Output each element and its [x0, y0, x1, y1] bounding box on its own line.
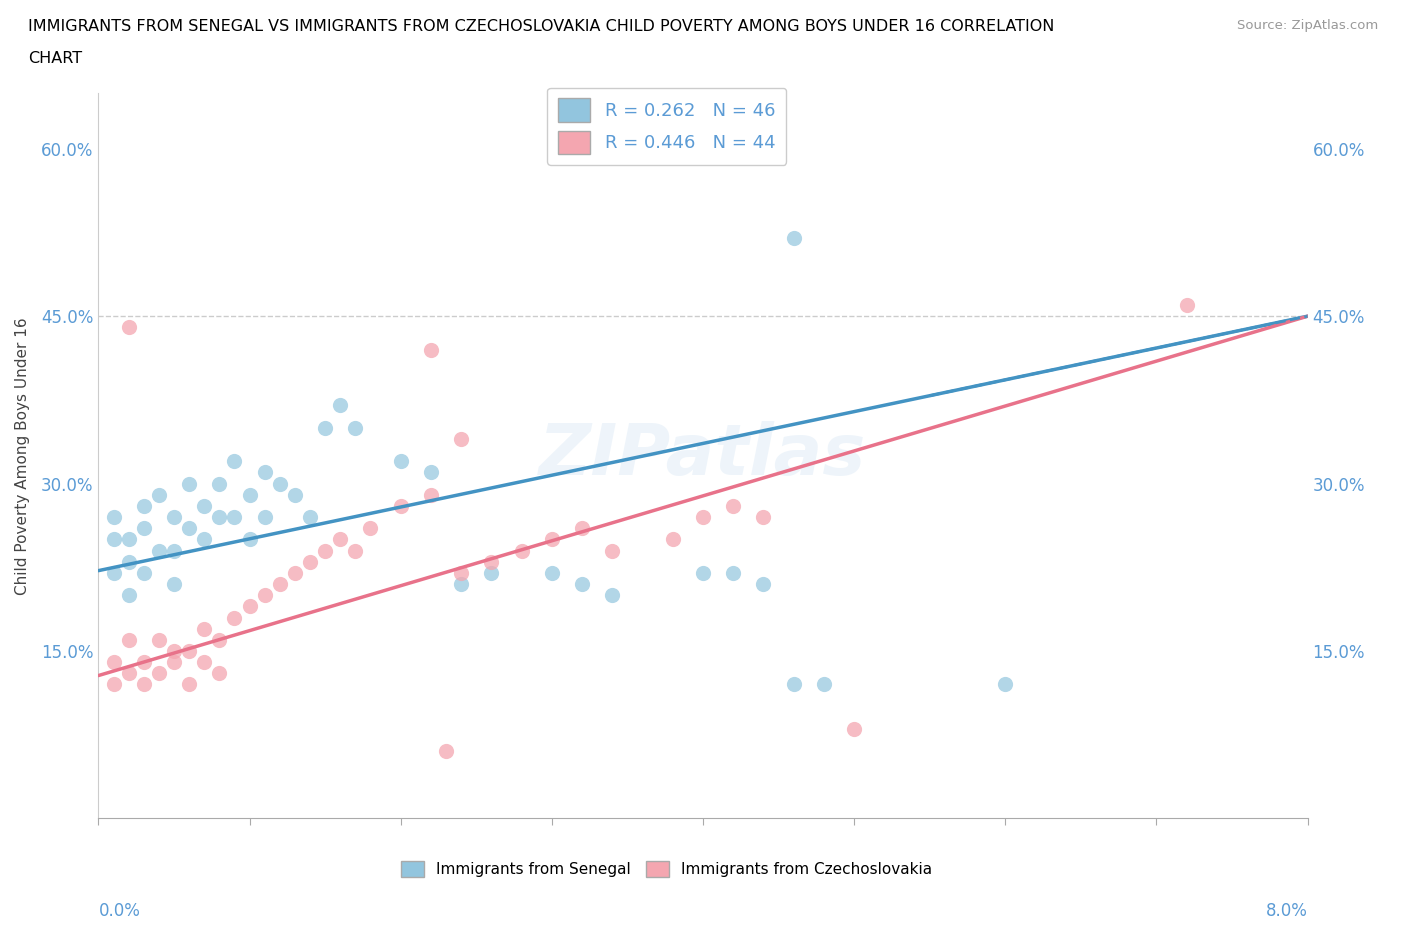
- Point: [148, 543, 170, 558]
- Point: [118, 320, 141, 335]
- Point: [269, 476, 291, 491]
- Point: [118, 632, 141, 647]
- Point: [132, 521, 155, 536]
- Point: [253, 588, 276, 603]
- Point: [103, 655, 125, 670]
- Point: [103, 510, 125, 525]
- Point: [208, 666, 231, 681]
- Point: [571, 521, 593, 536]
- Point: [329, 532, 352, 547]
- Point: [224, 510, 246, 525]
- Text: 8.0%: 8.0%: [1265, 902, 1308, 920]
- Point: [661, 532, 683, 547]
- Point: [450, 432, 472, 446]
- Point: [132, 677, 155, 692]
- Point: [314, 420, 336, 435]
- Point: [193, 498, 215, 513]
- Point: [118, 554, 141, 569]
- Point: [179, 521, 201, 536]
- Point: [253, 510, 276, 525]
- Point: [329, 398, 352, 413]
- Point: [994, 677, 1017, 692]
- Point: [450, 577, 472, 591]
- Text: CHART: CHART: [28, 51, 82, 66]
- Point: [299, 510, 322, 525]
- Point: [163, 543, 186, 558]
- Point: [420, 465, 443, 480]
- Point: [208, 476, 231, 491]
- Y-axis label: Child Poverty Among Boys Under 16: Child Poverty Among Boys Under 16: [15, 317, 30, 594]
- Point: [344, 543, 367, 558]
- Point: [752, 577, 775, 591]
- Point: [193, 655, 215, 670]
- Legend: Immigrants from Senegal, Immigrants from Czechoslovakia: Immigrants from Senegal, Immigrants from…: [395, 855, 939, 884]
- Point: [314, 543, 336, 558]
- Point: [163, 510, 186, 525]
- Point: [540, 532, 562, 547]
- Point: [420, 342, 443, 357]
- Point: [752, 510, 775, 525]
- Point: [253, 465, 276, 480]
- Point: [269, 577, 291, 591]
- Point: [602, 588, 624, 603]
- Point: [179, 677, 201, 692]
- Point: [284, 487, 307, 502]
- Point: [239, 487, 262, 502]
- Text: IMMIGRANTS FROM SENEGAL VS IMMIGRANTS FROM CZECHOSLOVAKIA CHILD POVERTY AMONG BO: IMMIGRANTS FROM SENEGAL VS IMMIGRANTS FR…: [28, 19, 1054, 33]
- Point: [132, 655, 155, 670]
- Point: [163, 644, 186, 658]
- Point: [481, 554, 503, 569]
- Point: [783, 677, 806, 692]
- Point: [420, 487, 443, 502]
- Point: [389, 454, 412, 469]
- Point: [284, 565, 307, 580]
- Point: [723, 565, 745, 580]
- Point: [299, 554, 322, 569]
- Point: [179, 644, 201, 658]
- Point: [344, 420, 367, 435]
- Point: [723, 498, 745, 513]
- Point: [602, 543, 624, 558]
- Point: [148, 632, 170, 647]
- Point: [540, 565, 562, 580]
- Point: [434, 744, 457, 759]
- Point: [844, 722, 866, 737]
- Point: [163, 577, 186, 591]
- Point: [481, 565, 503, 580]
- Point: [208, 510, 231, 525]
- Point: [193, 621, 215, 636]
- Point: [692, 510, 714, 525]
- Point: [118, 532, 141, 547]
- Point: [179, 476, 201, 491]
- Point: [1175, 298, 1198, 312]
- Point: [208, 632, 231, 647]
- Point: [163, 655, 186, 670]
- Text: Source: ZipAtlas.com: Source: ZipAtlas.com: [1237, 19, 1378, 32]
- Text: 0.0%: 0.0%: [98, 902, 141, 920]
- Point: [132, 565, 155, 580]
- Point: [239, 599, 262, 614]
- Point: [783, 231, 806, 246]
- Point: [132, 498, 155, 513]
- Point: [148, 666, 170, 681]
- Point: [148, 487, 170, 502]
- Point: [103, 532, 125, 547]
- Point: [103, 565, 125, 580]
- Point: [224, 454, 246, 469]
- Point: [239, 532, 262, 547]
- Point: [389, 498, 412, 513]
- Point: [103, 677, 125, 692]
- Point: [510, 543, 533, 558]
- Point: [193, 532, 215, 547]
- Text: ZIPatlas: ZIPatlas: [540, 421, 866, 490]
- Point: [118, 588, 141, 603]
- Point: [571, 577, 593, 591]
- Point: [813, 677, 835, 692]
- Point: [360, 521, 382, 536]
- Point: [224, 610, 246, 625]
- Point: [450, 565, 472, 580]
- Point: [118, 666, 141, 681]
- Point: [692, 565, 714, 580]
